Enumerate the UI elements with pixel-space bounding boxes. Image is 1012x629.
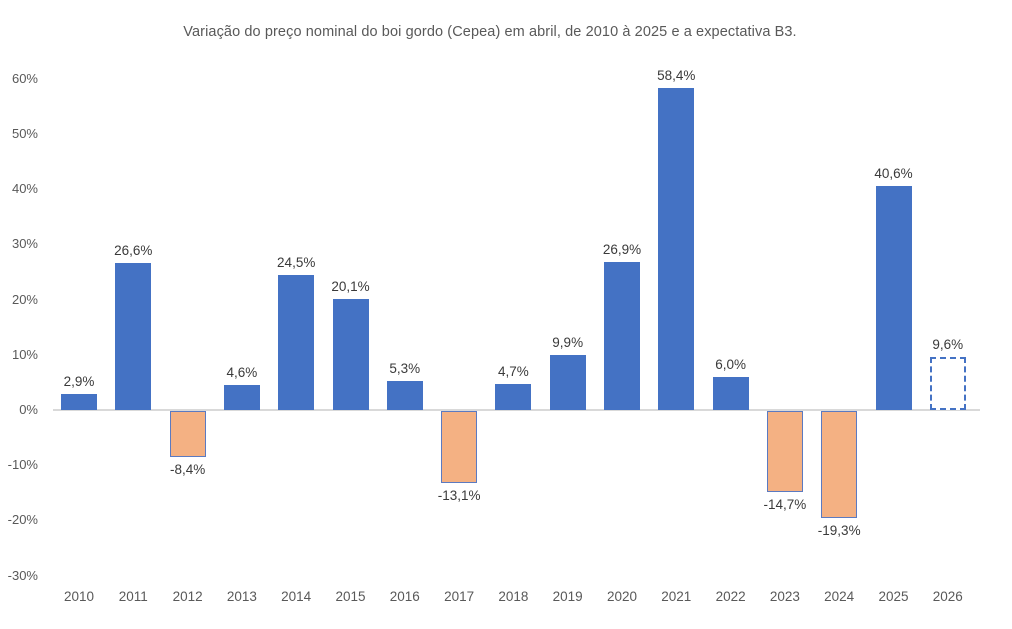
chart-title: Variação do preço nominal do boi gordo (… [183,24,797,40]
y-axis-tick-label: 10% [11,346,38,362]
bar-value-label-2025: 40,6% [874,165,913,181]
y-axis-tick-label: 20% [11,291,38,307]
x-axis-year-label-2014: 2014 [281,589,312,604]
bar-2014 [278,274,315,410]
bar-value-label-2021: 58,4% [657,67,696,83]
bar-2012 [169,411,206,458]
bar-value-label-2014: 24,5% [277,254,316,270]
x-axis-year-label-2020: 2020 [606,589,638,604]
x-axis-year-label-2023: 2023 [769,589,800,604]
bar-2019 [549,355,586,410]
bar-2020 [604,261,640,410]
y-axis-tick-label: 50% [11,126,38,141]
zero-baseline [53,409,980,411]
x-axis-year-label-2015: 2015 [335,589,366,604]
bar-value-label-2022: 6,0% [715,356,746,372]
x-axis-year-label-2010: 2010 [63,589,95,604]
bar-value-label-2016: 5,3% [389,360,421,376]
bar-2021 [658,87,695,410]
bar-2017 [441,411,478,484]
bar-value-label-2020: 26,9% [602,241,642,257]
x-axis-year-label-2013: 2013 [226,589,257,604]
y-axis-tick-label: 60% [11,70,38,86]
x-axis-year-label-2022: 2022 [715,589,746,604]
bar-value-label-2017: -13,1% [437,488,481,504]
bar-value-label-2015: 20,1% [331,279,370,295]
bar-2013 [223,384,260,410]
y-axis-tick-label: 0% [19,402,38,417]
bar-value-label-2024: -19,3% [817,522,861,538]
bar-2022 [712,376,749,410]
y-axis-tick-label: -10% [7,457,38,473]
y-axis-tick-label: -20% [7,512,38,528]
y-axis-tick-label: 40% [11,181,38,197]
bar-2016 [386,380,423,410]
bar-2024 [821,411,858,518]
bar-2015 [332,299,369,410]
bar-value-label-2023: -14,7% [763,497,807,513]
bar-value-label-2026: 9,6% [932,337,964,352]
bar-2018 [495,384,532,410]
x-axis-year-label-2018: 2018 [498,589,529,604]
bar-2011 [115,263,152,410]
bar-value-label-2010: 2,9% [63,373,95,389]
bar-2026 [929,357,966,410]
y-axis-tick-label: 30% [11,236,38,252]
x-axis-year-label-2012: 2012 [172,589,203,604]
x-axis-year-label-2024: 2024 [824,589,855,604]
bar-2023 [766,411,803,493]
bar-value-label-2013: 4,6% [226,364,258,380]
x-axis-year-label-2016: 2016 [389,589,420,604]
y-axis-tick-label: -30% [7,567,38,583]
x-axis-year-label-2021: 2021 [661,589,692,604]
bar-2025 [875,185,912,410]
x-axis-year-label-2026: 2026 [932,589,963,604]
bar-value-label-2019: 9,9% [552,335,584,351]
bar-value-label-2011: 26,6% [114,243,153,259]
bar-value-label-2018: 4,7% [498,364,529,380]
x-axis-year-label-2019: 2019 [552,589,583,604]
x-axis-year-label-2011: 2011 [118,589,148,604]
x-axis-year-label-2025: 2025 [878,589,909,604]
x-axis-year-label-2017: 2017 [444,589,475,604]
bar-value-label-2012: -8,4% [169,462,206,478]
bar-2010 [61,393,97,410]
